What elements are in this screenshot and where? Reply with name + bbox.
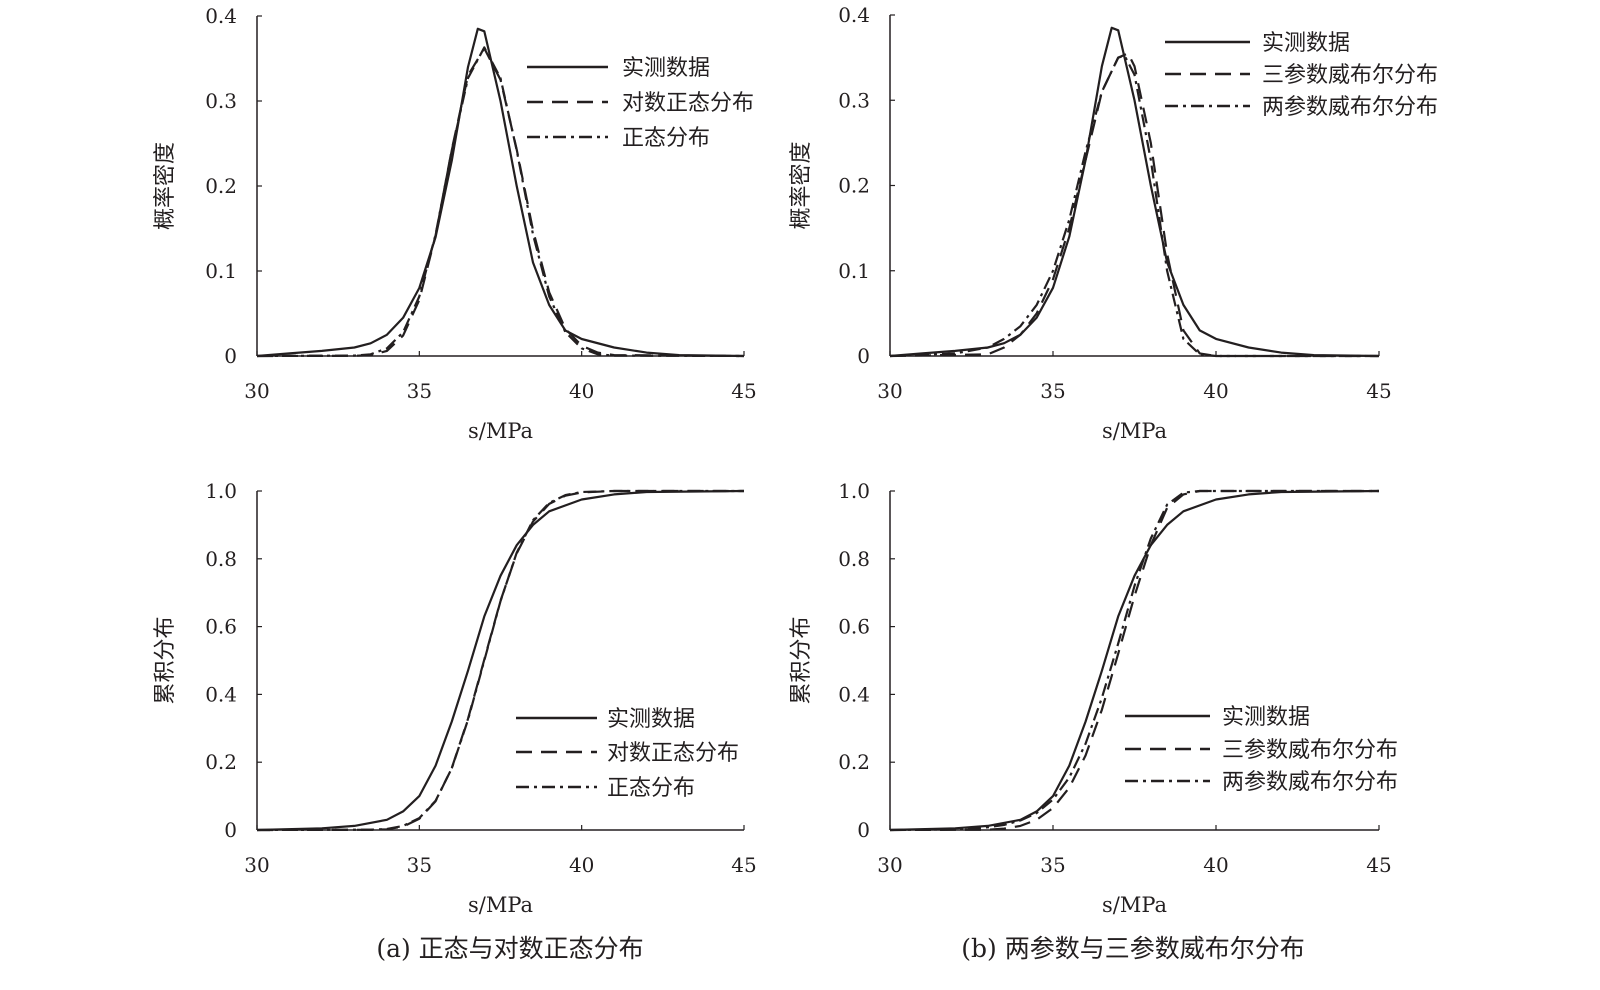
- y-tick-label: 0.4: [838, 682, 870, 706]
- caption-a: (a) 正态与对数正态分布: [376, 934, 643, 963]
- chart-b-top: 30 35 40 45 0 0.1 0.2 0.3 0.4 s/MPa 概率密度 实测数据三参数威布尔…: [789, 3, 1438, 443]
- chart-b-bottom: 30 35 40 45 0 0.2 0.4 0.6 0.8 1.0 s/MPa 累积分布实测数据三参数…: [789, 479, 1398, 917]
- chart-a-bottom: 30 35 40 45 0 0.2 0.4 0.6 0.8 1.0 s/MPa 累积分布实测数据对数正…: [153, 479, 757, 917]
- x-tick-label: 35: [407, 853, 432, 877]
- y-tick-label: 0.2: [205, 750, 237, 774]
- legend-label: 实测数据: [622, 56, 710, 81]
- legend-label: 实测数据: [1262, 31, 1350, 56]
- series-line-dashdot: [889, 489, 1379, 832]
- y-axis-label: 累积分布: [789, 616, 814, 704]
- x-tick-label: 45: [1366, 379, 1391, 403]
- y-tick-label: 0: [224, 818, 237, 842]
- legend-label: 实测数据: [607, 707, 695, 732]
- legend-label: 实测数据: [1222, 705, 1310, 730]
- x-tick-label: 45: [731, 379, 756, 403]
- legend-label: 正态分布: [607, 776, 695, 801]
- caption-b: (b) 两参数与三参数威布尔分布: [961, 934, 1304, 963]
- series-line-dashdot: [256, 46, 745, 358]
- y-tick-label: 0: [857, 818, 870, 842]
- x-tick-label: 40: [569, 853, 594, 877]
- x-axis-label: s/MPa: [1102, 893, 1167, 917]
- x-axis-label: s/MPa: [468, 893, 533, 917]
- y-tick-label: 0.2: [838, 174, 870, 198]
- x-tick-label: 35: [1040, 379, 1065, 403]
- legend-label: 两参数威布尔分布: [1262, 95, 1438, 120]
- x-tick-label: 30: [877, 379, 902, 403]
- series-line-dashdot: [889, 54, 1379, 358]
- y-tick-label: 0.3: [838, 88, 870, 112]
- y-tick-label: 0.4: [838, 3, 870, 27]
- x-tick-label: 30: [244, 379, 269, 403]
- legend-label: 正态分布: [622, 126, 710, 151]
- x-axis-label: s/MPa: [468, 419, 533, 443]
- y-tick-label: 0.4: [205, 682, 237, 706]
- series-line-dashed: [889, 52, 1379, 358]
- y-tick-label: 0.6: [205, 615, 237, 639]
- series-line-solid: [889, 489, 1380, 832]
- x-tick-label: 45: [1366, 853, 1391, 877]
- series-line-dashdot: [256, 489, 744, 832]
- y-tick-label: 0.8: [838, 547, 870, 571]
- y-axis-label: 概率密度: [789, 141, 814, 229]
- y-tick-label: 0.8: [205, 547, 237, 571]
- x-tick-label: 40: [569, 379, 594, 403]
- y-tick-label: 0.1: [838, 259, 870, 283]
- y-tick-label: 0.1: [205, 259, 237, 283]
- x-tick-label: 30: [877, 853, 902, 877]
- y-tick-label: 0: [224, 344, 237, 368]
- y-tick-label: 0.2: [838, 750, 870, 774]
- y-tick-label: 0.6: [838, 615, 870, 639]
- legend-label: 对数正态分布: [607, 741, 739, 766]
- legend-label: 三参数威布尔分布: [1262, 63, 1438, 88]
- y-tick-label: 0.2: [205, 174, 237, 198]
- x-tick-label: 45: [731, 853, 756, 877]
- legend-label: 两参数威布尔分布: [1222, 770, 1398, 795]
- y-tick-label: 0.3: [205, 89, 237, 113]
- legend-label: 三参数威布尔分布: [1222, 738, 1398, 763]
- chart-a-top: 30 35 40 45 0 0.1 0.2 0.3 0.4 s/MPa 概率密度 实测数据对数正态分布…: [153, 4, 757, 443]
- series-line-solid: [256, 27, 745, 358]
- series-line-solid: [889, 26, 1380, 358]
- x-axis-label: s/MPa: [1102, 419, 1167, 443]
- y-tick-label: 0.4: [205, 4, 237, 28]
- x-tick-label: 35: [1040, 853, 1065, 877]
- x-tick-label: 40: [1203, 853, 1228, 877]
- x-tick-label: 40: [1203, 379, 1228, 403]
- legend-label: 对数正态分布: [622, 91, 754, 116]
- series-line-solid: [256, 489, 745, 832]
- y-tick-label: 0: [857, 344, 870, 368]
- x-tick-label: 30: [244, 853, 269, 877]
- y-axis-label: 概率密度: [153, 142, 178, 230]
- y-axis-label: 累积分布: [153, 616, 178, 704]
- series-line-dashed: [889, 489, 1379, 832]
- x-tick-label: 35: [407, 379, 432, 403]
- y-tick-label: 1.0: [838, 479, 870, 503]
- y-tick-label: 1.0: [205, 479, 237, 503]
